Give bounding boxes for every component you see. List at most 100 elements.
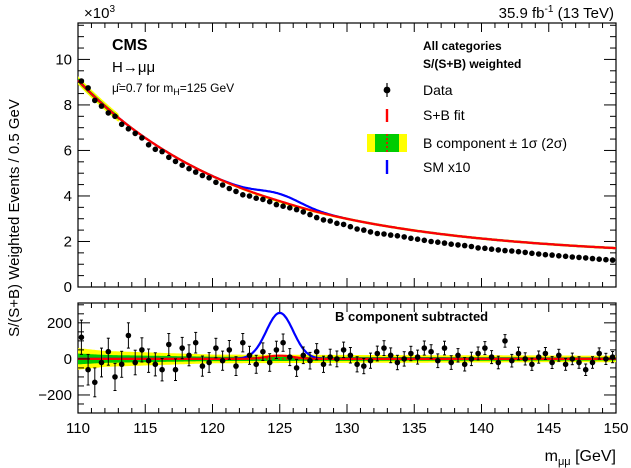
x-tick-label: 115 (133, 420, 157, 437)
ratio-data-point (273, 340, 280, 359)
ratio-data-point (313, 343, 320, 361)
ratio-data-point (152, 352, 159, 377)
legend-sm-label: SM x10 (423, 159, 471, 175)
legend-item-data: Data (383, 82, 453, 98)
main-data-point (192, 169, 199, 175)
ratio-data-point (347, 347, 354, 364)
main-data-point (307, 211, 313, 218)
axis-tick-labels: 110 115 120 125 130 135 140 145 150 0 2 4 6 8 10 −200 0 2… (38, 51, 628, 437)
ratio-data-point (367, 352, 374, 369)
ratio-data-point (562, 357, 569, 371)
ratio-data-point (542, 347, 549, 360)
ratio-data-point (488, 350, 495, 365)
main-data-points (78, 78, 616, 263)
ratio-data-point (522, 352, 528, 366)
ratio-data-point (374, 345, 381, 362)
ratio-data-point (266, 353, 273, 372)
main-data-point (313, 214, 320, 221)
ratio-data-point (515, 346, 522, 361)
ratio-data-point (589, 356, 596, 369)
main-data-point (522, 249, 528, 256)
ratio-data-point (98, 347, 105, 378)
ratio-data-point (186, 344, 192, 367)
ratio-data-point (468, 351, 475, 367)
main-data-point (515, 248, 522, 255)
legend-sb-fit-label: S+B fit (423, 107, 465, 123)
ratio-data-point (549, 356, 555, 369)
ratio-data-point (401, 351, 408, 367)
main-data-point (401, 234, 408, 240)
ratio-data-point (387, 347, 394, 364)
x-tick-label: 145 (536, 420, 561, 437)
main-data-point (549, 252, 555, 258)
ratio-data-point (145, 348, 152, 373)
main-data-point (361, 227, 367, 233)
legend: Data S+B fit B component ± 1σ (2σ) SM x1… (367, 82, 567, 175)
main-data-point (132, 130, 138, 137)
main-data-point (428, 238, 434, 245)
main-data-point (139, 135, 145, 141)
ratio-data-point (226, 340, 233, 360)
luminosity-label: 35.9 fb-1 (13 TeV) (499, 4, 614, 22)
legend-data-marker (383, 86, 391, 94)
main-data-point (609, 257, 616, 263)
x-tick-label: 150 (603, 420, 628, 437)
ratio-data-point (219, 350, 226, 371)
main-data-point (92, 97, 98, 104)
main-data-point (582, 255, 589, 261)
ratio-data-point (246, 345, 253, 365)
y-tick-label: 4 (64, 188, 72, 205)
ratio-data-point (132, 349, 138, 376)
ratio-y-tick-label: 0 (64, 351, 72, 368)
y-tick-label: 6 (64, 142, 72, 159)
x-tick-label: 130 (334, 420, 359, 437)
main-data-point (327, 218, 334, 224)
main-data-point (125, 126, 132, 132)
main-data-point (280, 203, 286, 209)
y-tick-label: 0 (64, 279, 72, 296)
legend-item-sb-fit: S+B fit (385, 107, 465, 123)
main-data-point (334, 220, 340, 227)
main-data-point (273, 201, 280, 208)
ratio-data-point (112, 362, 118, 391)
legend-band-label: B component ± 1σ (2σ) (423, 135, 567, 151)
ratio-data-point (428, 344, 434, 360)
main-data-point (482, 245, 488, 252)
ratio-data-point (327, 348, 334, 366)
ratio-data-point (556, 348, 562, 362)
main-data-point (240, 192, 246, 198)
legend-item-background-band: B component ± 1σ (2σ) (367, 134, 567, 152)
ratio-data-point (482, 341, 488, 356)
main-band-1sigma (78, 78, 616, 249)
main-data-point (179, 162, 185, 168)
main-data-point (502, 247, 508, 254)
ratio-data-point (105, 337, 112, 366)
main-data-point (509, 248, 515, 254)
main-data-point (246, 193, 253, 199)
main-data-point (461, 242, 468, 249)
main-data-point (414, 236, 421, 242)
y-tick-label: 2 (64, 233, 72, 250)
ratio-data-point (192, 331, 199, 354)
x-tick-label: 135 (402, 420, 427, 437)
main-data-point (448, 241, 455, 247)
weighting-title: S/(S+B) weighted (423, 57, 521, 71)
ratio-data-point (166, 333, 172, 356)
ratio-data-point (320, 355, 327, 373)
ratio-data-point (495, 355, 502, 370)
ratio-data-point (118, 350, 125, 378)
main-data-point (159, 148, 165, 155)
main-data-point (85, 85, 91, 91)
main-data-point (529, 250, 535, 257)
ratio-data-point (139, 337, 145, 363)
main-data-point (394, 233, 401, 239)
y-tick-label: 8 (64, 97, 72, 114)
ratio-data-point (307, 351, 313, 370)
x-tick-label: 110 (66, 420, 90, 437)
ratio-data-points (78, 319, 616, 398)
y-tick-label: 10 (55, 51, 72, 68)
ratio-data-point (300, 346, 307, 365)
ratio-data-point (461, 357, 468, 372)
main-data-point (233, 188, 239, 195)
ratio-data-point (233, 356, 239, 376)
